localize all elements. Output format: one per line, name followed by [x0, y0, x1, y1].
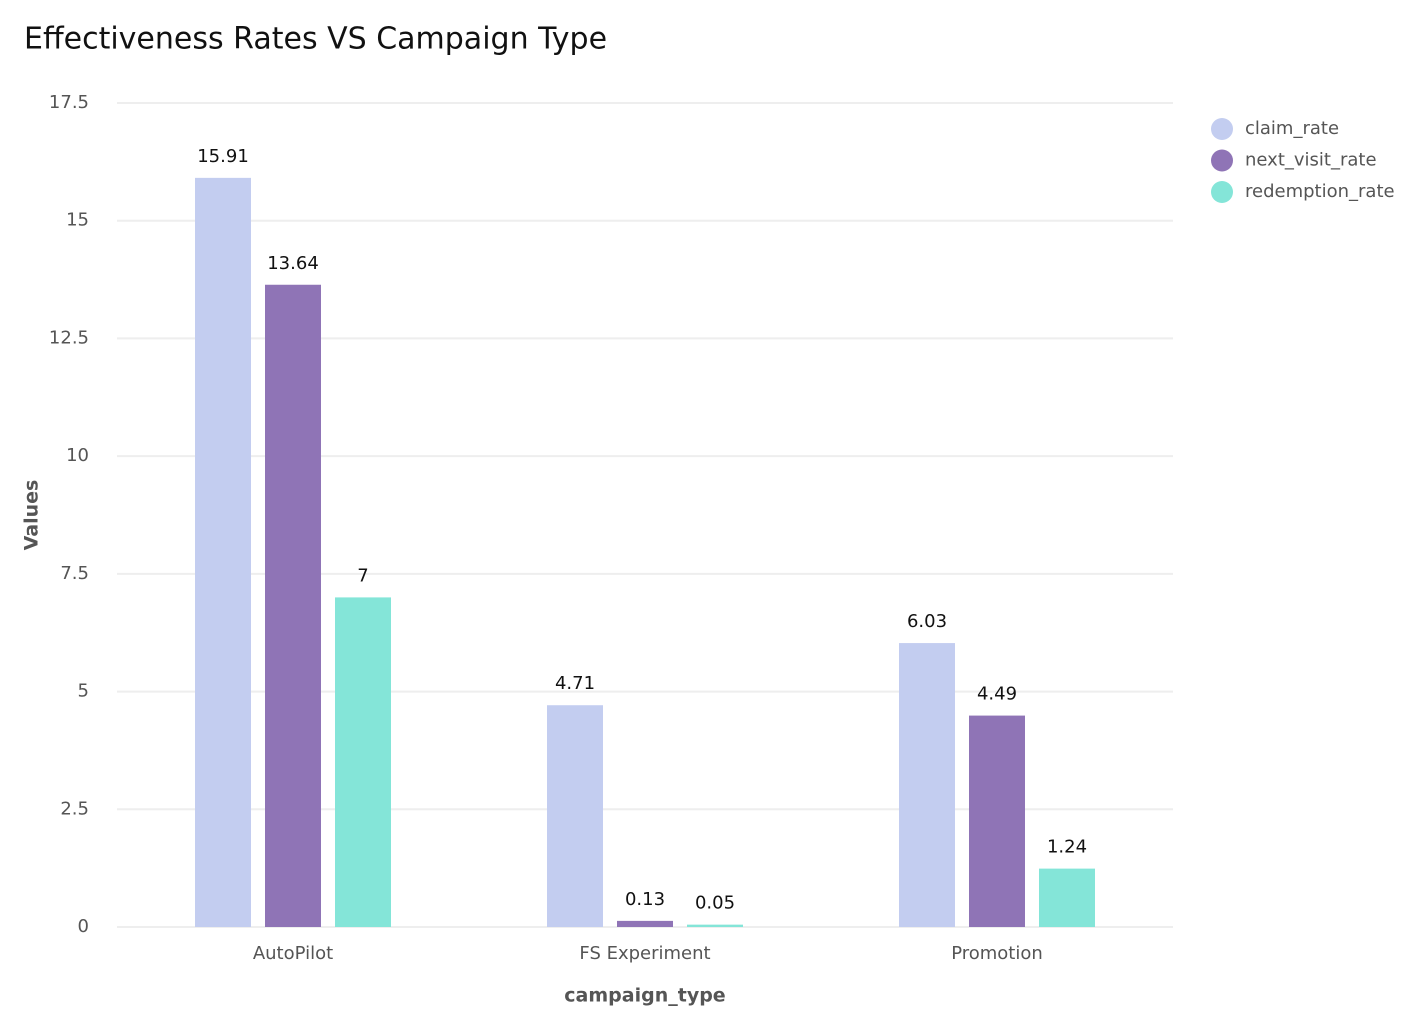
- value-label: 4.49: [977, 684, 1017, 705]
- bar: [195, 177, 251, 928]
- legend-marker: [1211, 118, 1233, 140]
- value-label: 0.13: [625, 889, 665, 910]
- y-tick-label: 7.5: [60, 563, 89, 584]
- value-label: 13.64: [267, 253, 319, 274]
- x-axis-label: campaign_type: [564, 985, 725, 1007]
- x-tick-label: FS Experiment: [579, 943, 710, 964]
- bar: [969, 715, 1025, 927]
- bar: [1039, 868, 1095, 927]
- bar: [547, 705, 603, 927]
- value-label: 0.05: [695, 893, 735, 914]
- y-axis-label: Values: [21, 480, 43, 551]
- y-tick-label: 2.5: [60, 798, 89, 819]
- bar: [265, 284, 321, 927]
- legend-marker: [1211, 149, 1233, 172]
- bar: [899, 643, 955, 927]
- value-label: 6.03: [907, 611, 947, 632]
- x-tick-label: AutoPilot: [253, 943, 333, 964]
- chart-title: Effectiveness Rates VS Campaign Type: [24, 22, 607, 57]
- legend-marker: [1211, 181, 1233, 203]
- legend-label: redemption_rate: [1245, 181, 1395, 202]
- bar: [617, 920, 673, 927]
- bar: [687, 924, 743, 927]
- y-tick-label: 17.5: [49, 92, 89, 113]
- value-label: 15.91: [197, 146, 249, 167]
- value-label: 7: [357, 565, 368, 586]
- y-tick-label: 15: [66, 210, 89, 231]
- legend-label: next_visit_rate: [1245, 150, 1377, 171]
- y-tick-label: 10: [66, 445, 89, 466]
- bar: [335, 597, 391, 927]
- x-tick-label: Promotion: [951, 943, 1043, 964]
- legend-label: claim_rate: [1245, 118, 1339, 139]
- y-tick-label: 12.5: [49, 327, 89, 348]
- value-label: 4.71: [555, 673, 595, 694]
- y-tick-label: 5: [78, 681, 89, 702]
- value-label: 1.24: [1047, 837, 1087, 858]
- y-tick-label: 0: [78, 916, 89, 937]
